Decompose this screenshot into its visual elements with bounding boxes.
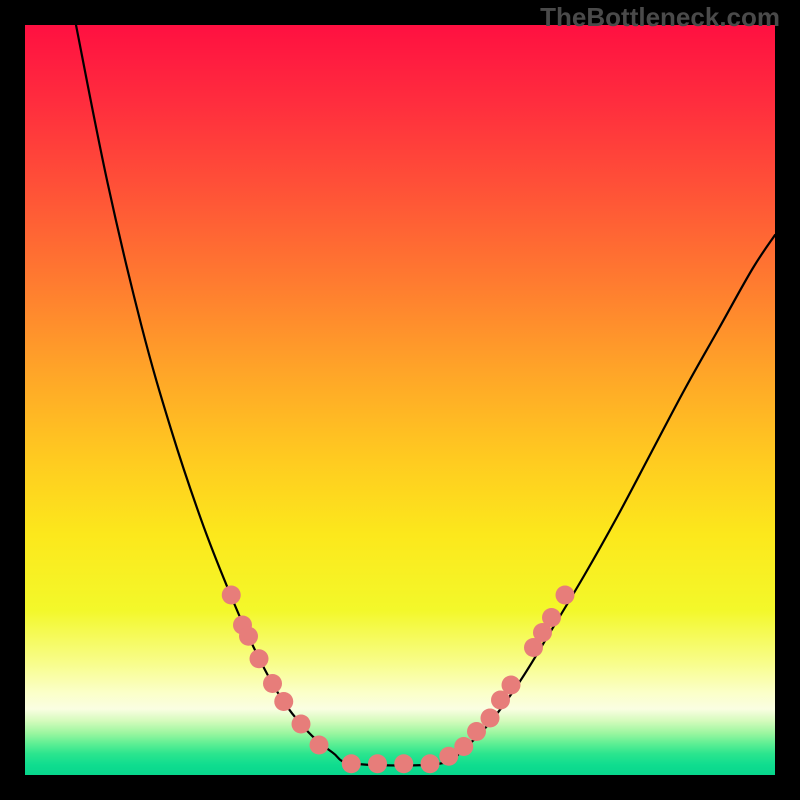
watermark-text: TheBottleneck.com [540, 2, 780, 33]
heat-gradient-background [25, 25, 775, 775]
plot-area [25, 25, 775, 775]
chart-root: TheBottleneck.com [0, 0, 800, 800]
